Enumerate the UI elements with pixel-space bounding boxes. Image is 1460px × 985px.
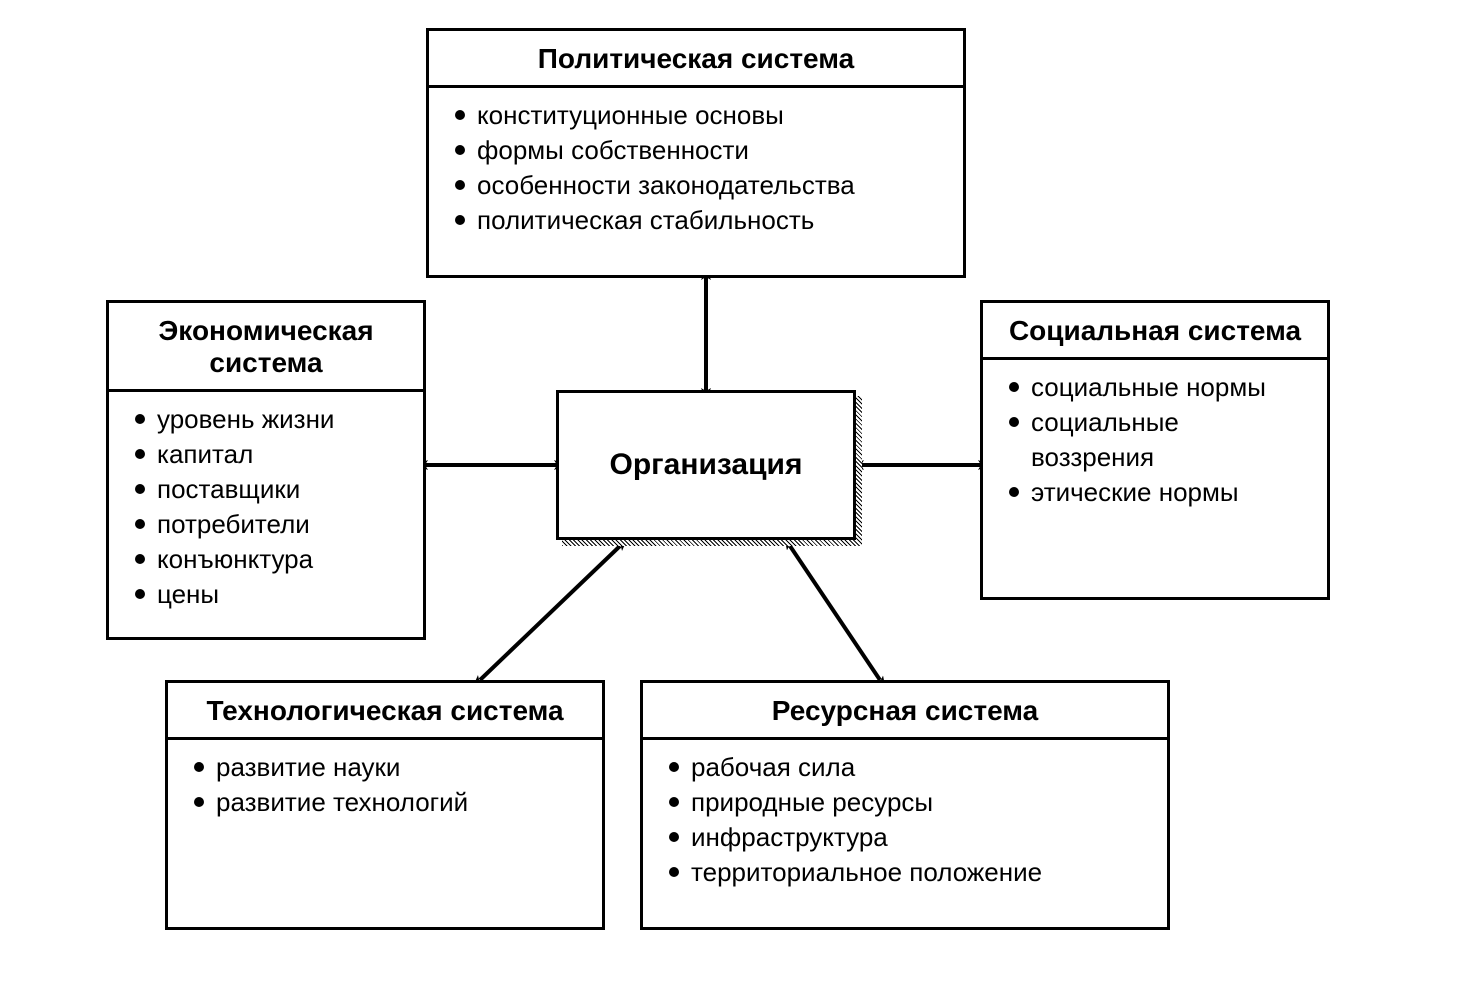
list-item: социальные нормы — [1009, 370, 1309, 405]
node-technological: Технологическая системаразвитие наукираз… — [165, 680, 605, 930]
list-item: конституционные основы — [455, 98, 945, 133]
list-item: поставщики — [135, 472, 405, 507]
center-node-label: Организация — [610, 448, 803, 482]
list-item: развитие науки — [194, 750, 584, 785]
list-item: политическая стабильность — [455, 203, 945, 238]
node-title: Политическая система — [429, 31, 963, 88]
list-item: развитие технологий — [194, 785, 584, 820]
node-economic: Экономическая системауровень жизникапита… — [106, 300, 426, 640]
diagram-canvas: Политическая системаконституционные осно… — [0, 0, 1460, 985]
list-item: этические нормы — [1009, 475, 1309, 510]
list-item: особенности законодательства — [455, 168, 945, 203]
list-item: социальные воззрения — [1009, 405, 1309, 475]
list-item: потребители — [135, 507, 405, 542]
list-item: формы собственности — [455, 133, 945, 168]
node-resource: Ресурсная системарабочая силаприродные р… — [640, 680, 1170, 930]
node-items: конституционные основыформы собственност… — [429, 88, 963, 252]
list-item: инфраструктура — [669, 820, 1149, 855]
list-item: конъюнктура — [135, 542, 405, 577]
node-items: социальные нормысоциальные воззренияэтич… — [983, 360, 1327, 524]
list-item: территориальное положение — [669, 855, 1149, 890]
list-item: уровень жизни — [135, 402, 405, 437]
edge-center-technological — [480, 546, 620, 680]
node-title: Ресурсная система — [643, 683, 1167, 740]
node-social: Социальная системасоциальные нормысоциал… — [980, 300, 1330, 600]
node-title: Экономическая система — [109, 303, 423, 392]
node-political: Политическая системаконституционные осно… — [426, 28, 966, 278]
list-item: природные ресурсы — [669, 785, 1149, 820]
list-item: цены — [135, 577, 405, 612]
center-node: Организация — [556, 390, 856, 540]
node-items: развитие наукиразвитие технологий — [168, 740, 602, 834]
node-title: Технологическая система — [168, 683, 602, 740]
node-items: рабочая силаприродные ресурсыинфраструкт… — [643, 740, 1167, 904]
list-item: капитал — [135, 437, 405, 472]
node-title: Социальная система — [983, 303, 1327, 360]
edge-center-resource — [790, 546, 880, 680]
node-items: уровень жизникапиталпоставщикипотребител… — [109, 392, 423, 627]
list-item: рабочая сила — [669, 750, 1149, 785]
